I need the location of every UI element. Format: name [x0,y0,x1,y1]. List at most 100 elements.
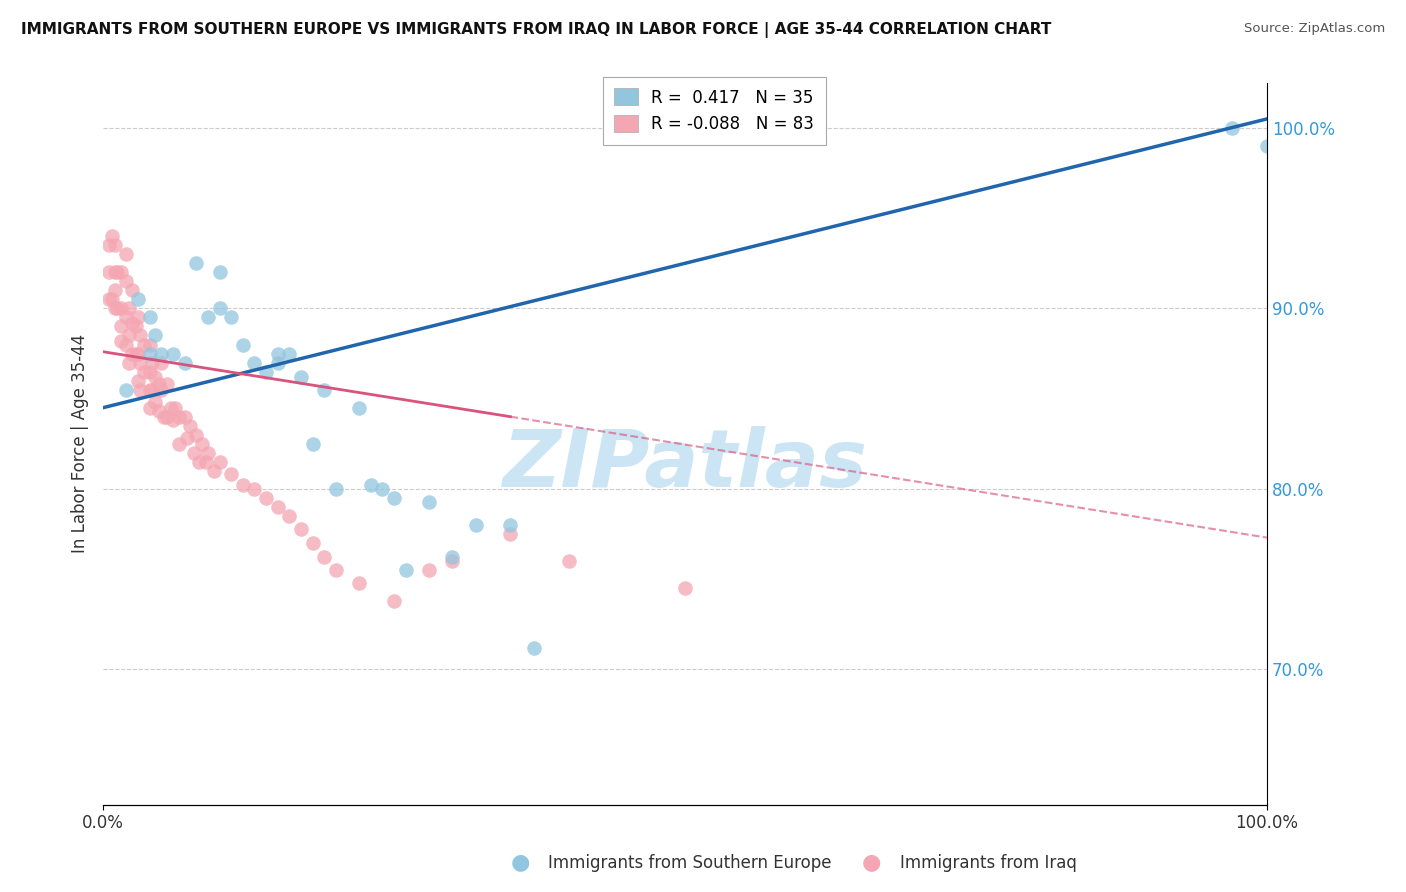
Point [132,365,155,379]
Point [523,640,546,655]
Point [208,265,231,279]
Point [267,346,290,360]
Point [278,508,301,523]
Point [347,401,370,415]
Point [145,328,167,343]
Point [202,464,225,478]
Point [557,554,579,568]
Point [156,409,179,424]
Point [243,355,266,369]
Point [208,455,231,469]
Point [129,328,152,343]
Point [129,355,152,369]
Point [104,265,127,279]
Point [176,431,198,445]
Text: Immigrants from Southern Europe: Immigrants from Southern Europe [548,855,832,872]
Point [382,593,405,607]
Point [673,581,696,595]
Text: Immigrants from Iraq: Immigrants from Iraq [900,855,1077,872]
Point [97,265,120,279]
Point [167,436,190,450]
Point [186,256,208,270]
Point [121,284,143,298]
Point [267,355,290,369]
Point [301,536,323,550]
Point [138,310,160,325]
Point [110,334,132,348]
Point [115,247,138,261]
Text: ●: ● [510,853,530,872]
Point [125,319,148,334]
Point [371,482,394,496]
Point [219,467,242,482]
Point [115,310,138,325]
Point [464,518,486,533]
Point [104,301,127,316]
Point [232,478,254,492]
Point [290,522,312,536]
Point [138,401,160,415]
Point [191,436,214,450]
Point [382,491,405,505]
Point [179,418,201,433]
Text: ●: ● [862,853,882,872]
Point [162,346,184,360]
Point [127,310,149,325]
Point [105,301,128,316]
Point [159,401,181,415]
Text: IMMIGRANTS FROM SOUTHERN EUROPE VS IMMIGRANTS FROM IRAQ IN LABOR FORCE | AGE 35-: IMMIGRANTS FROM SOUTHERN EUROPE VS IMMIG… [21,22,1052,38]
Point [138,337,160,351]
Point [138,346,160,360]
Point [141,355,163,369]
Point [148,404,170,418]
Point [148,377,170,392]
Point [104,238,127,252]
Point [104,284,127,298]
Point [395,563,418,577]
Point [165,401,187,415]
Point [141,383,163,397]
Point [418,494,440,508]
Point [97,238,120,252]
Point [301,436,323,450]
Point [219,310,242,325]
Point [290,370,312,384]
Point [278,346,301,360]
Point [167,409,190,424]
Point [97,293,120,307]
Point [197,446,219,460]
Point [132,337,155,351]
Point [152,409,174,424]
Point [1256,139,1278,153]
Y-axis label: In Labor Force | Age 35-44: In Labor Force | Age 35-44 [72,334,89,553]
Point [183,446,205,460]
Point [232,337,254,351]
Point [1220,120,1243,135]
Point [499,527,522,541]
Point [110,265,132,279]
Point [156,377,179,392]
Point [325,563,347,577]
Point [150,346,173,360]
Point [118,355,141,369]
Point [138,365,160,379]
Point [110,319,132,334]
Point [187,455,209,469]
Point [208,301,231,316]
Point [101,229,124,244]
Point [101,293,124,307]
Point [115,274,138,288]
Point [197,310,219,325]
Legend: R =  0.417   N = 35, R = -0.088   N = 83: R = 0.417 N = 35, R = -0.088 N = 83 [603,77,825,145]
Point [127,374,149,388]
Point [267,500,290,514]
Point [194,455,217,469]
Point [314,550,336,565]
Point [145,370,167,384]
Point [314,383,336,397]
Point [173,355,195,369]
Point [360,478,382,492]
Point [118,301,141,316]
Point [186,427,208,442]
Point [127,293,149,307]
